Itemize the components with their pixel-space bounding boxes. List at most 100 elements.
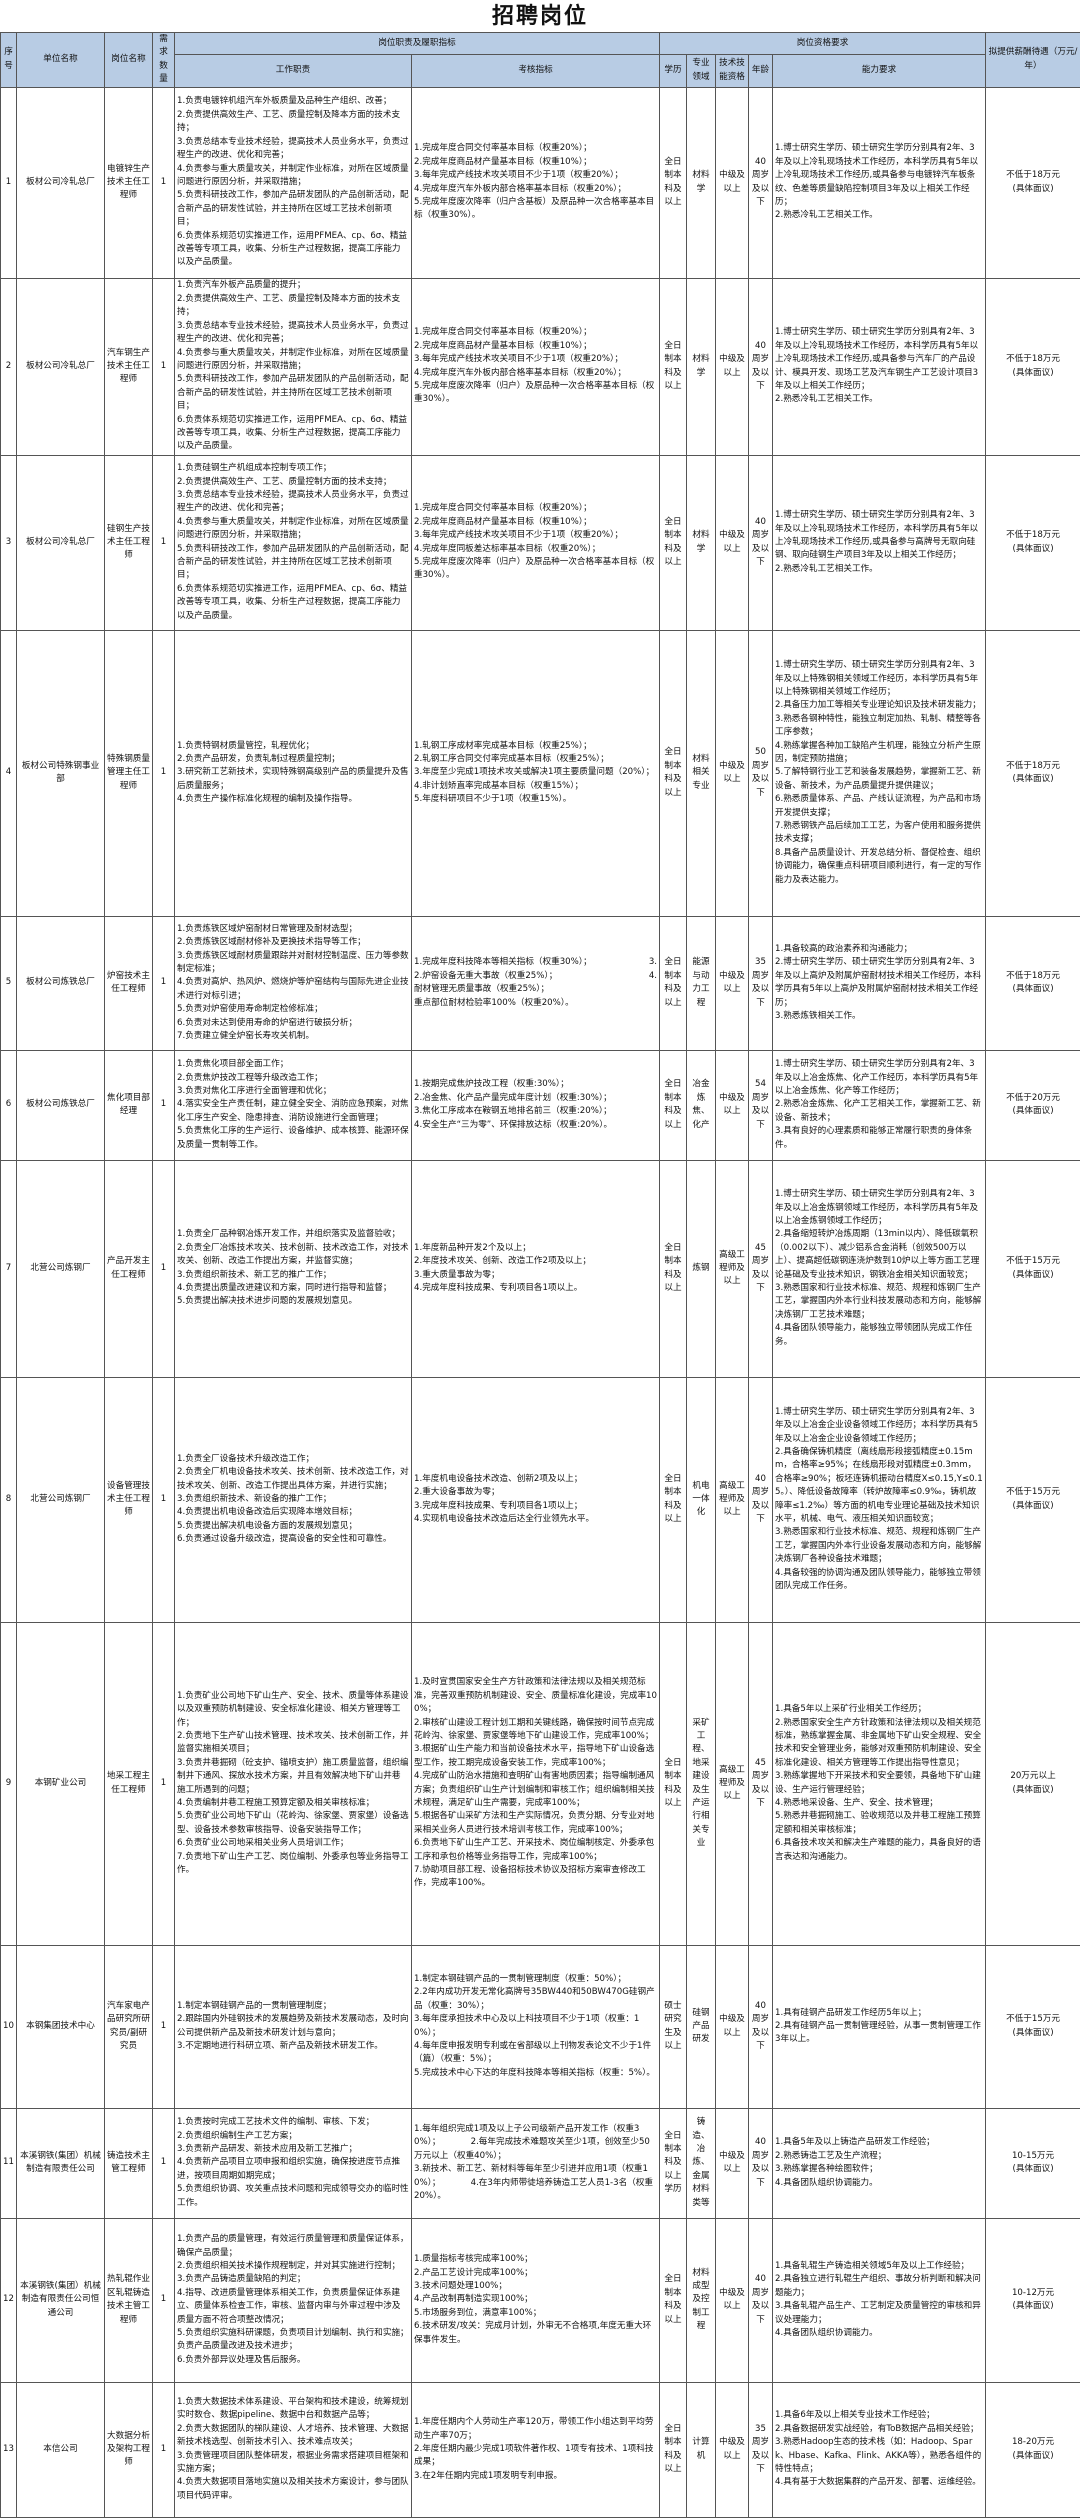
cell-salary: 不低于18万元 (具体面议) — [986, 87, 1080, 278]
cell-count: 1 — [153, 2218, 175, 2382]
cell-count: 1 — [153, 278, 175, 455]
header-qualification-group: 岗位资格要求 — [660, 33, 986, 55]
cell-salary: 不低于18万元 (具体面议) — [986, 455, 1080, 630]
cell-salary: 10-15万元 (具体面议) — [986, 2108, 1080, 2218]
cell-major: 材料学 — [687, 87, 716, 278]
cell-unit: 板材公司特殊钢事业部 — [17, 630, 105, 916]
cell-age: 45周岁及以下 — [749, 1622, 773, 1945]
cell-indicators: 1.年度机电设备技术改造、创新2项及以上； 2.重大设备事故为零； 3.完成年度… — [412, 1377, 660, 1622]
cell-duties: 1.负责全厂设备技术升级改造工作； 2.负责全厂机电设备技术攻关、技术创新、技术… — [175, 1377, 412, 1622]
cell-unit: 本信公司 — [17, 2382, 105, 2517]
cell-education: 全日制本科及以上 — [660, 916, 687, 1050]
cell-ability: 1.博士研究生学历、硕士研究生学历分别具有2年、3年及以上冷轧现场技术工作经历，… — [773, 278, 986, 455]
cell-count: 1 — [153, 1945, 175, 2108]
cell-count: 1 — [153, 2108, 175, 2218]
cell-unit: 本钢矿业公司 — [17, 1622, 105, 1945]
cell-skill: 中级及以上 — [716, 455, 749, 630]
cell-major: 计算机 — [687, 2382, 716, 2517]
header-major: 专业领域 — [687, 55, 716, 88]
cell-count: 1 — [153, 630, 175, 916]
cell-unit: 北营公司炼钢厂 — [17, 1160, 105, 1377]
cell-seq: 6 — [1, 1050, 17, 1160]
cell-indicators: 1.年度任期内个人劳动生产率120万，带领工作小组达到平均劳动生产率70万； 2… — [412, 2382, 660, 2517]
cell-indicators: 1.完成年度合同交付率基本目标（权重20%）； 2.完成年度商品材产量基本目标（… — [412, 455, 660, 630]
cell-skill: 高级工程师及以上 — [716, 1377, 749, 1622]
cell-seq: 4 — [1, 630, 17, 916]
indicator-stray-numbers: 3. 4. — [649, 956, 657, 983]
cell-skill: 中级及以上 — [716, 630, 749, 916]
cell-ability: 1.具备5年以上采矿行业相关工作经历； 2.熟悉国家安全生产方针政策和法律法规以… — [773, 1622, 986, 1945]
cell-duties: 1.负责全厂品种钢冶炼开发工作，并组织落实及监督验收； 2.负责全厂冶炼技术攻关… — [175, 1160, 412, 1377]
indicator-text: 1.完成年度科技降本等相关指标（权重30%）； 2.炉窑设备无重大事故（权重25… — [414, 957, 592, 1007]
cell-age: 40周岁及以下 — [749, 2218, 773, 2382]
cell-age: 40周岁及以下 — [749, 1377, 773, 1622]
cell-major: 铸造、冶炼、金属材料类等 — [687, 2108, 716, 2218]
cell-ability: 1.具有硅钢产品研发工作经历5年以上； 2.具有硅钢产品一贯制管理经验，从事一贯… — [773, 1945, 986, 2108]
cell-salary: 不低于18万元 (具体面议) — [986, 916, 1080, 1050]
cell-skill: 中级及以上 — [716, 1945, 749, 2108]
cell-major: 采矿工程、地采建设及生产运行相关专业 — [687, 1622, 716, 1945]
cell-count: 1 — [153, 455, 175, 630]
header-education: 学历 — [660, 55, 687, 88]
cell-indicators: 1.按期完成焦炉技改工程（权重:30%）； 2.冶金焦、化产品产量完成年度计划（… — [412, 1050, 660, 1160]
cell-major: 材料成型及控制工程 — [687, 2218, 716, 2382]
cell-education: 全日制本科及以上 — [660, 1050, 687, 1160]
cell-position: 焦化项目部经理 — [105, 1050, 153, 1160]
header-salary: 拟提供薪酬待遇（万元/年） — [986, 33, 1080, 88]
cell-position: 设备管理技术主任工程师 — [105, 1377, 153, 1622]
cell-duties: 1.负责产品的质量管理，有效运行质量管理和质量保证体系，确保产品质量； 2.负责… — [175, 2218, 412, 2382]
cell-ability: 1.博士研究生学历、硕士研究生学历分别具有2年、3年及以上冷轧现场技术工作经历，… — [773, 87, 986, 278]
cell-salary: 20万元以上 (具体面议) — [986, 1622, 1080, 1945]
cell-education: 全日制本科及以上 — [660, 2218, 687, 2382]
cell-unit: 本钢集团技术中心 — [17, 1945, 105, 2108]
header-unit: 单位名称 — [17, 33, 105, 88]
header-indicators: 考核指标 — [412, 55, 660, 88]
cell-age: 40周岁及以下 — [749, 2108, 773, 2218]
cell-seq: 11 — [1, 2108, 17, 2218]
cell-unit: 板材公司炼铁总厂 — [17, 916, 105, 1050]
cell-count: 1 — [153, 87, 175, 278]
header-duties-group: 岗位职责及履职指标 — [175, 33, 660, 55]
cell-major: 炼钢 — [687, 1160, 716, 1377]
cell-skill: 高级工程师及以上 — [716, 1160, 749, 1377]
cell-salary: 18-20万元 (具体面议) — [986, 2382, 1080, 2517]
cell-duties: 1.负责矿业公司地下矿山生产、安全、技术、质量等体系建设以及双重预防机制建设、安… — [175, 1622, 412, 1945]
cell-ability: 1.博士研究生学历、硕士研究生学历分别具有2年、3年及以上冷轧现场技术工作经历，… — [773, 455, 986, 630]
cell-seq: 9 — [1, 1622, 17, 1945]
cell-education: 硕士研究生及以上 — [660, 1945, 687, 2108]
cell-indicators: 1.完成年度合同交付率基本目标（权重20%）； 2.完成年度商品材产量基本目标（… — [412, 87, 660, 278]
cell-position: 特殊钢质量管理主任工程师 — [105, 630, 153, 916]
cell-salary: 10-12万元 (具体面议) — [986, 2218, 1080, 2382]
cell-indicators: 1.制定本钢硅钢产品的一贯制管理制度（权重：50%）； 2.2年内成功开发无常化… — [412, 1945, 660, 2108]
cell-count: 1 — [153, 1050, 175, 1160]
cell-unit: 板材公司冷轧总厂 — [17, 87, 105, 278]
cell-skill: 中级及以上 — [716, 278, 749, 455]
cell-age: 40周岁及以下 — [749, 1945, 773, 2108]
cell-age: 40周岁及以下 — [749, 278, 773, 455]
cell-salary: 不低于15万元 (具体面议) — [986, 1377, 1080, 1622]
cell-unit: 板材公司炼铁总厂 — [17, 1050, 105, 1160]
cell-seq: 3 — [1, 455, 17, 630]
cell-indicators: 1.轧钢工序成材率完成基本目标（权重25%）； 2.轧钢工序合同交付率完成基本目… — [412, 630, 660, 916]
cell-position: 热轧辊作业区轧辊铸造技术主管工程师 — [105, 2218, 153, 2382]
cell-education: 全日制本科及以上 — [660, 278, 687, 455]
cell-education: 全日制本科及以上 — [660, 455, 687, 630]
cell-ability: 1.具备5年及以上铸造产品研发工作经验； 2.熟悉铸造工艺及生产流程； 3.熟练… — [773, 2108, 986, 2218]
recruitment-table: 序号 单位名称 岗位名称 需求数量 岗位职责及履职指标 岗位资格要求 拟提供薪酬… — [0, 32, 1080, 2518]
cell-position: 汽车钢生产技术主任工程师 — [105, 278, 153, 455]
cell-ability: 1.具备6年及以上相关专业技术工作经验； 2.具备数据研发实战经验，有ToB数据… — [773, 2382, 986, 2517]
header-count: 需求数量 — [153, 33, 175, 88]
cell-seq: 2 — [1, 278, 17, 455]
cell-duties: 1.负责汽车外板产品质量的提升； 2.负责提供高效生产、工艺、质量控制及降本方面… — [175, 278, 412, 455]
cell-age: 45周岁及以下 — [749, 1160, 773, 1377]
